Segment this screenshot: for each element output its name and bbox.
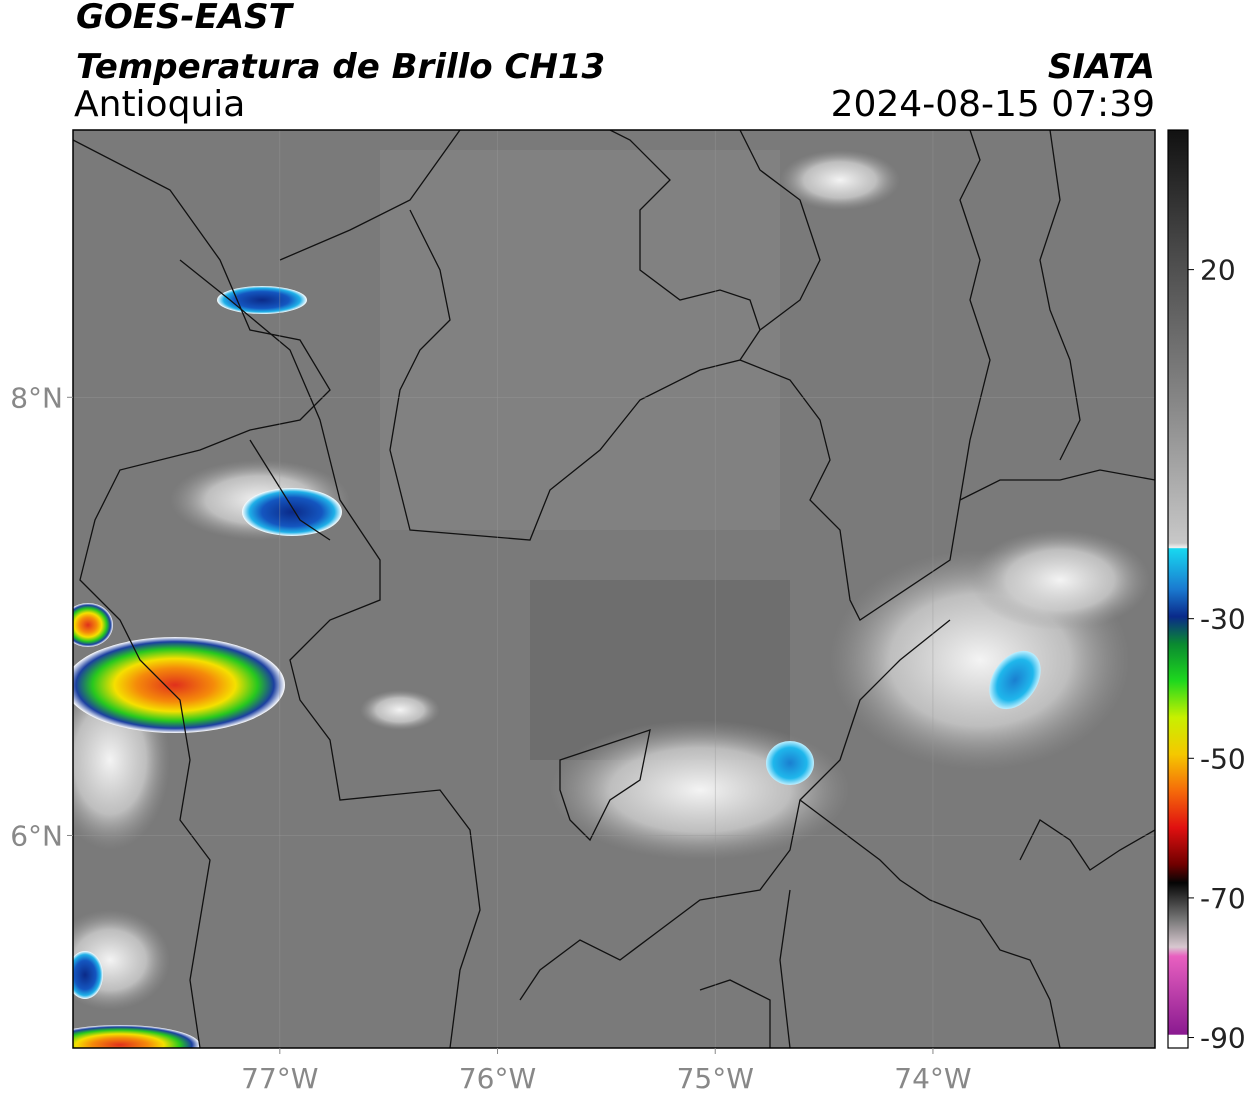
x-tick-label: 77°W xyxy=(241,1062,318,1095)
borders xyxy=(73,130,1155,1048)
colorbar-tick-label: -30 xyxy=(1200,603,1246,636)
colorbar-tick-label: -70 xyxy=(1200,882,1246,915)
map-imagery xyxy=(73,130,1155,1048)
map-frame xyxy=(72,129,1156,1049)
colorbar-tick-label: -90 xyxy=(1200,1022,1246,1055)
colorbar-tick-label: -50 xyxy=(1200,742,1246,775)
y-tick-label: 8°N xyxy=(10,381,63,414)
graticule xyxy=(73,130,1155,1048)
region-label: Antioquia xyxy=(74,84,245,125)
datetime-label: 2024-08-15 07:39 xyxy=(831,84,1155,125)
source-label: SIATA xyxy=(1048,47,1155,87)
satellite-title: GOES-EAST xyxy=(76,0,295,37)
x-tick-label: 76°W xyxy=(459,1062,536,1095)
x-tick-label: 75°W xyxy=(677,1062,754,1095)
colorbar xyxy=(1167,129,1189,1049)
product-title: Temperatura de Brillo CH13 xyxy=(76,47,605,87)
x-tick-label: 74°W xyxy=(894,1062,971,1095)
colorbar-tick-label: 20 xyxy=(1200,254,1236,287)
y-tick-label: 6°N xyxy=(10,819,63,852)
